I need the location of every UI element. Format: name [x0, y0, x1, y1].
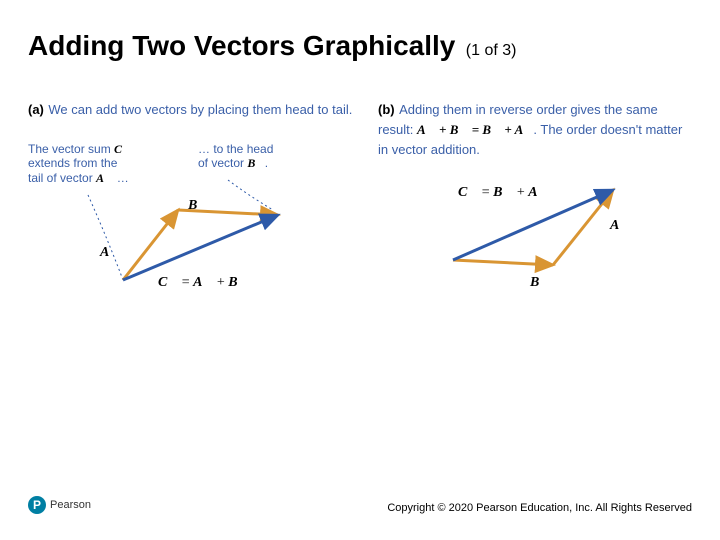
slide-title: Adding Two Vectors Graphically [28, 30, 455, 61]
diagram-a [28, 140, 328, 320]
copyright-text: Copyright © 2020 Pearson Education, Inc.… [387, 502, 692, 514]
panel-b-caption-row: (b) Adding them in reverse order gives t… [378, 100, 688, 160]
label-vec-a: A⃗ [100, 245, 120, 261]
label-eq-b: C⃗ = B⃗ + A⃗ [458, 185, 549, 201]
panel-a-caption: We can add two vectors by placing them h… [48, 102, 352, 117]
inline-eq: A⃗ + B⃗ = B⃗ + A⃗ [417, 122, 533, 137]
panel-a-label: (a) [28, 102, 44, 117]
brand-name: Pearson [50, 499, 91, 511]
panel-b: (b) Adding them in reverse order gives t… [378, 100, 688, 160]
label-eq-a: C⃗ = A⃗ + B⃗ [158, 275, 249, 291]
label-vec-b-b: B⃗ [530, 275, 550, 291]
panel-a: (a) We can add two vectors by placing th… [28, 100, 358, 120]
label-vec-b: B⃗ [188, 198, 208, 214]
brand-logo: P Pearson [28, 496, 91, 514]
slide-part: (1 of 3) [466, 42, 517, 59]
panel-b-label: (b) [378, 102, 395, 117]
label-vec-a-b: A⃗ [610, 218, 630, 234]
slide-title-row: Adding Two Vectors Graphically (1 of 3) [28, 30, 692, 62]
panel-a-caption-row: (a) We can add two vectors by placing th… [28, 100, 358, 120]
brand-logo-icon: P [28, 496, 46, 514]
content-area: (a) We can add two vectors by placing th… [28, 100, 692, 360]
diagram-b [438, 160, 668, 290]
